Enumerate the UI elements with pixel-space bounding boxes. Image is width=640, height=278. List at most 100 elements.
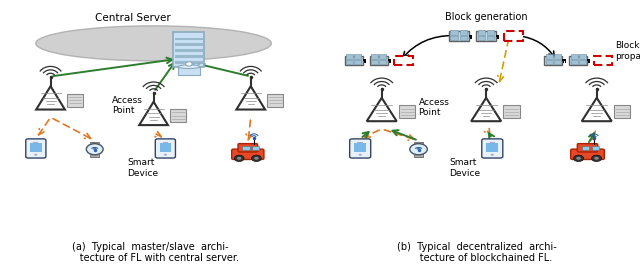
Circle shape	[86, 144, 103, 155]
Bar	[380, 54, 386, 59]
Bar	[163, 142, 168, 143]
Bar	[175, 38, 203, 41]
Circle shape	[410, 144, 428, 155]
Ellipse shape	[178, 65, 200, 69]
Bar	[579, 59, 586, 64]
Circle shape	[186, 62, 192, 66]
Bar	[159, 143, 171, 152]
Polygon shape	[582, 98, 612, 121]
Circle shape	[164, 154, 167, 156]
Text: Block generation: Block generation	[445, 12, 527, 22]
Text: (b)  Typical  decentralized  archi-
      tecture of blockchained FL.: (b) Typical decentralized archi- tecture…	[397, 242, 557, 264]
Bar	[478, 36, 485, 40]
FancyBboxPatch shape	[67, 94, 83, 107]
Text: (a)  Typical  master/slave  archi-
      tecture of FL with central server.: (a) Typical master/slave archi- tecture …	[61, 242, 239, 264]
Circle shape	[35, 154, 37, 156]
Circle shape	[203, 63, 206, 65]
Polygon shape	[236, 86, 265, 110]
Bar	[504, 31, 524, 41]
FancyBboxPatch shape	[482, 139, 503, 158]
Bar	[451, 30, 458, 34]
Polygon shape	[367, 98, 397, 121]
Bar	[486, 143, 499, 152]
Circle shape	[237, 157, 241, 160]
Circle shape	[491, 154, 494, 156]
FancyBboxPatch shape	[399, 105, 415, 118]
Bar	[546, 59, 552, 64]
Bar	[394, 56, 413, 65]
Bar	[363, 59, 366, 61]
Polygon shape	[471, 98, 501, 121]
Bar	[371, 54, 378, 59]
Bar	[487, 30, 495, 34]
Bar	[476, 31, 496, 41]
Circle shape	[594, 157, 599, 160]
Bar	[355, 59, 361, 64]
Ellipse shape	[36, 26, 271, 61]
Circle shape	[358, 154, 362, 156]
FancyBboxPatch shape	[268, 94, 283, 107]
Bar	[449, 31, 468, 41]
Bar	[579, 54, 586, 59]
Bar	[388, 59, 390, 61]
Bar	[175, 55, 203, 58]
FancyBboxPatch shape	[238, 144, 258, 152]
FancyBboxPatch shape	[577, 144, 598, 152]
FancyBboxPatch shape	[614, 105, 630, 118]
Bar	[175, 61, 203, 64]
Bar	[554, 54, 561, 59]
Bar	[357, 142, 363, 143]
Bar	[173, 32, 204, 67]
Bar	[355, 54, 361, 59]
Bar	[380, 59, 386, 64]
Bar	[544, 56, 563, 65]
Bar	[468, 35, 472, 38]
FancyBboxPatch shape	[504, 105, 520, 118]
Bar	[346, 54, 353, 59]
Bar	[371, 59, 378, 64]
FancyBboxPatch shape	[26, 139, 46, 158]
Polygon shape	[36, 86, 65, 110]
Bar	[90, 153, 99, 157]
Circle shape	[591, 155, 602, 162]
FancyBboxPatch shape	[571, 149, 604, 160]
Bar	[588, 59, 590, 61]
Text: Central Server: Central Server	[95, 13, 170, 23]
Circle shape	[252, 155, 261, 162]
Bar	[478, 30, 485, 34]
Bar	[414, 153, 423, 157]
Bar	[252, 146, 259, 150]
Bar	[563, 59, 566, 61]
Bar	[344, 56, 363, 65]
Bar	[571, 59, 577, 64]
Bar	[487, 36, 495, 40]
Bar	[30, 143, 42, 152]
Bar	[591, 146, 599, 150]
FancyBboxPatch shape	[349, 139, 371, 158]
FancyBboxPatch shape	[232, 149, 264, 160]
FancyBboxPatch shape	[170, 109, 186, 122]
Bar	[33, 142, 38, 143]
Text: Smart
Device: Smart Device	[449, 158, 481, 178]
Bar	[496, 35, 499, 38]
Bar	[451, 36, 458, 40]
Circle shape	[576, 157, 581, 160]
Circle shape	[234, 155, 244, 162]
Bar	[490, 142, 495, 143]
Bar	[554, 59, 561, 64]
FancyBboxPatch shape	[156, 139, 175, 158]
Circle shape	[192, 63, 195, 65]
Bar	[175, 43, 203, 46]
Bar	[460, 36, 467, 40]
Bar	[369, 56, 388, 65]
Bar	[569, 56, 588, 65]
Circle shape	[573, 155, 584, 162]
Circle shape	[254, 157, 259, 160]
Bar	[594, 56, 612, 65]
Text: Access
Point: Access Point	[419, 98, 449, 117]
Bar	[546, 54, 552, 59]
Bar	[178, 67, 200, 76]
Bar	[354, 143, 366, 152]
Bar	[243, 146, 250, 150]
Bar	[582, 146, 589, 150]
